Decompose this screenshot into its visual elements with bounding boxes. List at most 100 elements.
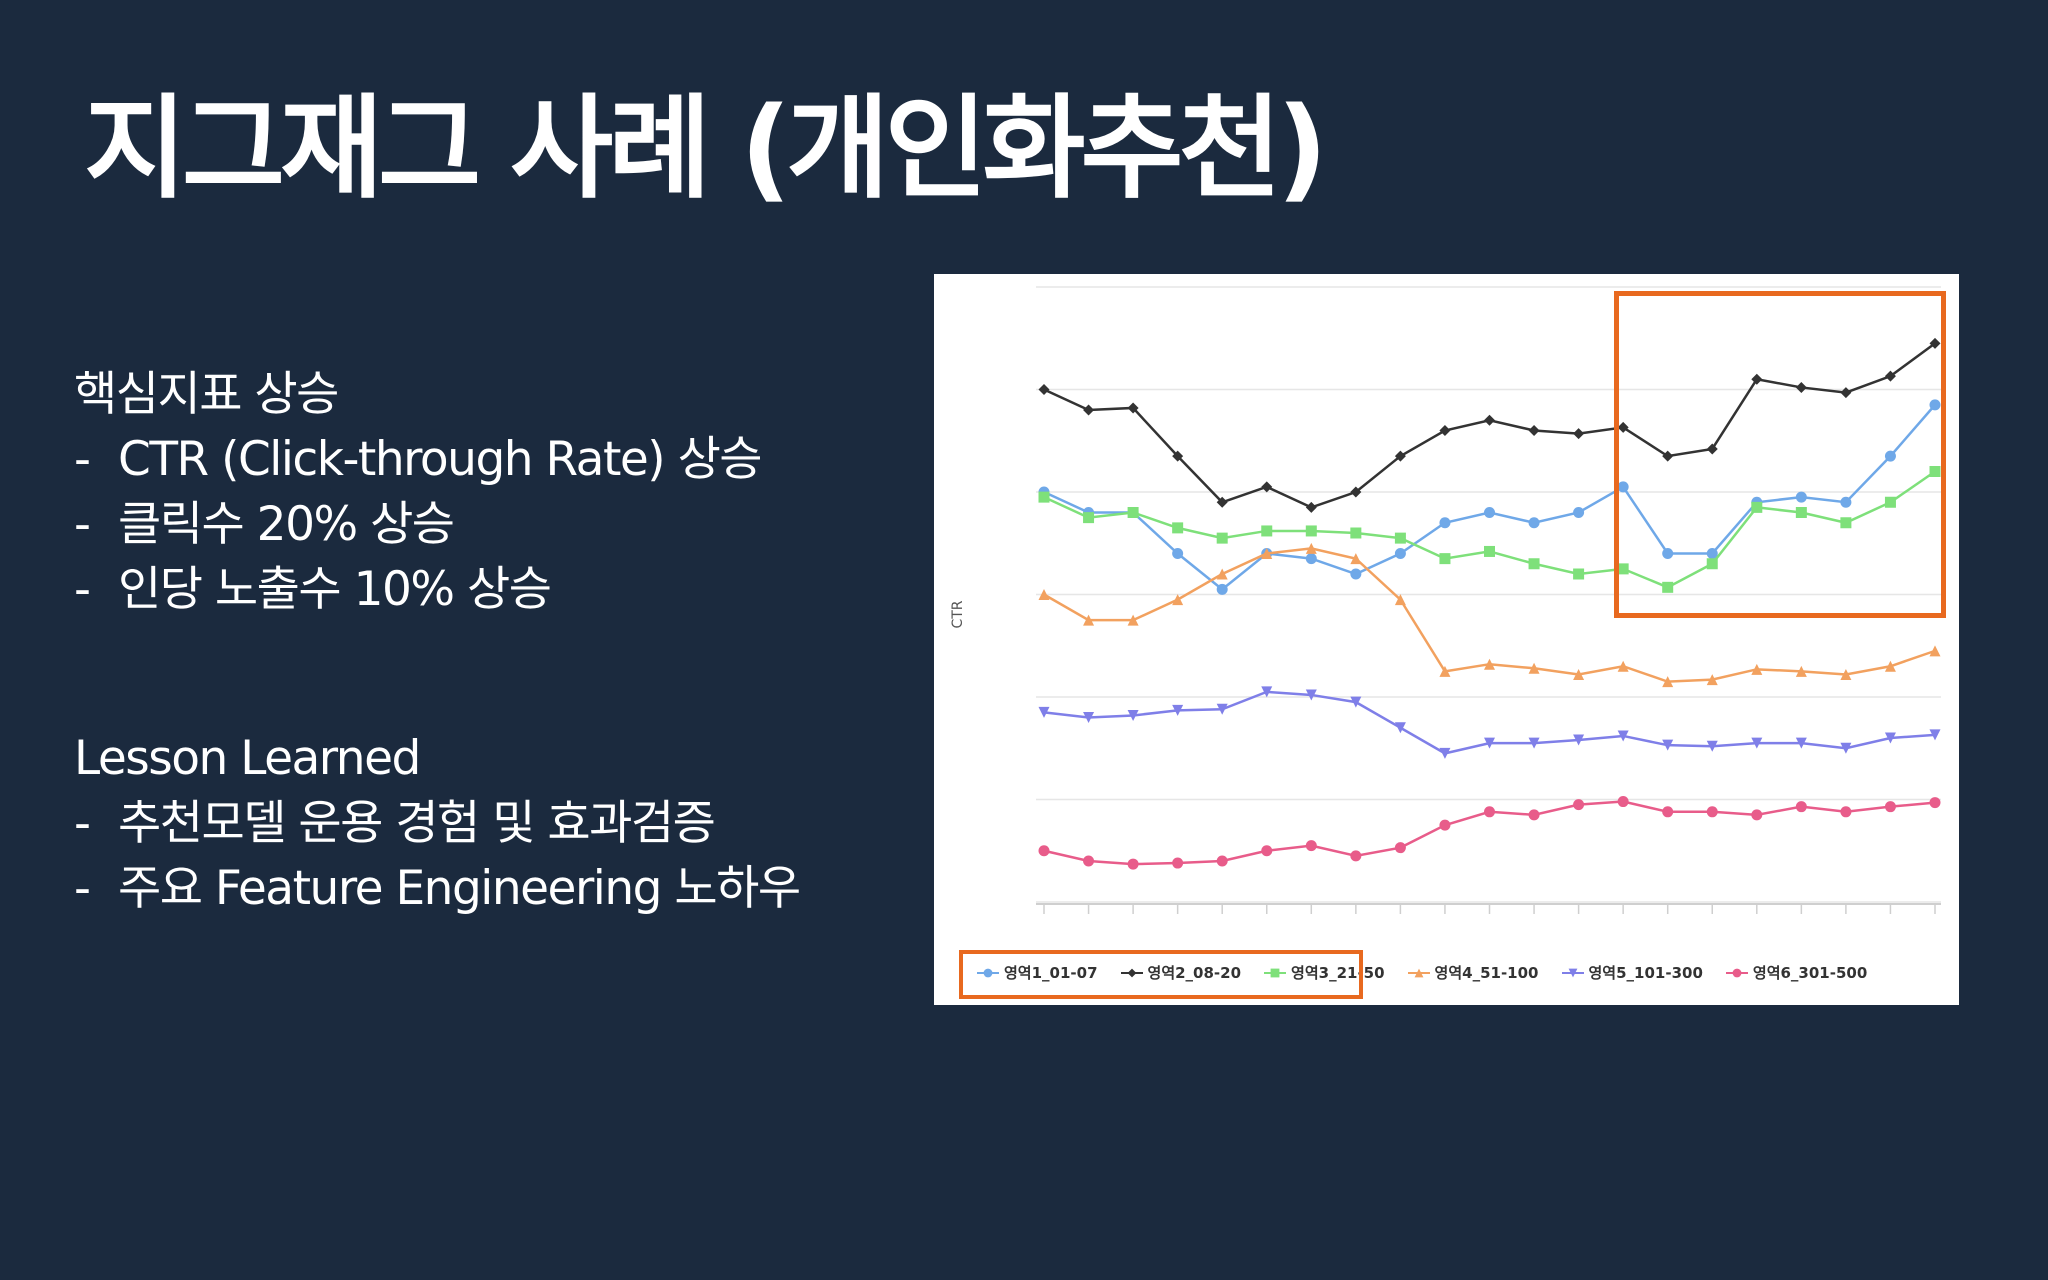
data-point [1528,558,1540,570]
data-point [1840,387,1852,399]
data-point [1929,729,1941,741]
data-point [1706,443,1718,455]
data-point [1929,337,1941,349]
data-point [1617,563,1629,575]
data-point [1573,568,1585,580]
data-point [983,968,993,977]
data-point [1127,858,1139,870]
data-point [1662,739,1674,751]
data-point [1884,496,1896,508]
data-point [1706,548,1718,559]
data-point [1216,532,1228,544]
slide-title: 지그재그 사례 (개인화추천) [84,84,1328,214]
lesson-bullet: - 추천모델 운용 경험 및 효과검증 [74,791,800,856]
data-point [1394,532,1406,544]
lesson-bullet: - 주요 Feature Engineering 노하우 [74,856,801,921]
data-point [1261,845,1273,857]
data-point [1394,594,1406,606]
data-point [1350,696,1362,708]
series-영역2_08-20 [1038,337,1941,513]
data-point [1662,548,1674,559]
data-point [1439,425,1451,436]
data-point [1484,507,1495,518]
data-point [1216,703,1228,715]
data-point [1732,968,1742,977]
data-point [1795,491,1807,503]
data-point [1751,501,1763,513]
data-point [1127,507,1139,518]
data-point [1528,737,1540,749]
metrics-heading: 핵심지표 상승 [74,367,339,422]
data-point [1617,730,1629,742]
series-영역4_51-100 [1038,542,1941,688]
data-point [1929,399,1941,411]
data-point [1795,737,1807,749]
data-point [1751,373,1763,385]
data-point [1929,797,1941,809]
metrics-bullet-text: CTR (Click-through Rate) 상승 [118,432,763,487]
data-point [1216,568,1228,580]
data-point [1706,740,1718,752]
data-point [1261,548,1273,559]
bullet-dash: - [74,861,91,916]
data-point [1706,558,1718,570]
data-point [1305,840,1317,852]
data-point [1929,645,1941,657]
data-point [1038,589,1050,600]
data-point [1795,665,1807,677]
legend-label: 영역2_08-20 [1147,964,1242,982]
data-point [1840,742,1852,754]
data-point [1662,676,1674,688]
data-point [1350,527,1362,539]
data-point [1350,553,1362,565]
data-point [1528,517,1540,529]
data-point [1573,668,1585,680]
data-point [1840,668,1852,680]
data-point [1751,737,1763,749]
legend-label: 영역5_101-300 [1588,964,1703,982]
data-point [1884,732,1896,744]
data-point [1172,704,1184,716]
data-point [1172,548,1184,559]
data-point [1350,568,1362,580]
data-point [1172,450,1184,462]
data-point [1617,481,1629,493]
data-point [1484,658,1495,670]
bullet-dash: - [74,562,91,617]
data-point [1305,689,1317,701]
ctr-chart: CTR 영역1_01-07 영역2_08-20 영역3_21-50 영역4_51-10… [934,274,1959,1005]
data-point [1751,809,1763,821]
data-point [1617,796,1629,808]
data-point [1083,512,1095,524]
legend-item: 영역4_51-100 [1407,962,1539,983]
data-point [1528,662,1540,674]
data-point [1884,450,1896,462]
data-point [1216,855,1228,867]
data-point [1305,542,1317,554]
legend-label: 영역4_51-100 [1434,964,1539,982]
legend-marker-icon [977,968,999,977]
data-point [1439,553,1451,565]
chart-legend: 영역1_01-07 영역2_08-20 영역3_21-50 영역4_51-100 영역5… [976,962,1889,983]
data-point [1172,522,1184,534]
data-point [1127,402,1139,414]
data-point [1083,404,1095,416]
data-point [1414,968,1423,977]
data-point [1038,845,1050,857]
series-영역6_301-500 [1038,796,1941,870]
data-point [1127,968,1136,977]
data-point [1439,517,1451,529]
data-point [1662,581,1674,593]
lesson-bullet-text: 주요 Feature Engineering 노하우 [118,861,801,916]
data-point [1568,968,1577,977]
legend-item: 영역6_301-500 [1725,962,1867,983]
legend-item: 영역1_01-07 [976,962,1098,983]
data-point [1172,594,1184,606]
data-point [1706,806,1718,818]
data-point [1394,722,1406,734]
data-point [1795,507,1807,518]
data-point [1929,466,1941,477]
highlight-box-legend [959,950,1363,999]
legend-marker-icon [1407,968,1430,977]
metrics-bullet: - 인당 노출수 10% 상승 [74,557,761,622]
